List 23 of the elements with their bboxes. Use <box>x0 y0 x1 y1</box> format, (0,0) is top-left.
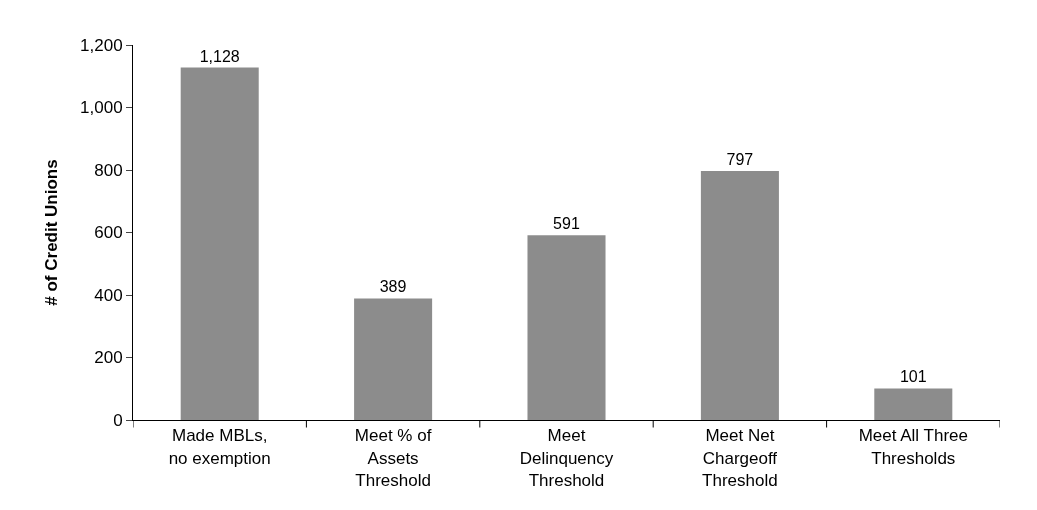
y-tick-label: 1,200 <box>80 35 123 55</box>
y-axis-title: # of Credit Unions <box>41 159 61 306</box>
y-tick-label: 600 <box>94 223 123 243</box>
data-label: 591 <box>553 215 580 233</box>
data-label: 101 <box>899 368 927 386</box>
x-tick-label: Meet Delinquency Threshold <box>519 426 614 490</box>
data-label: 797 <box>726 150 754 168</box>
x-tick-label: Meet % of Assets Threshold <box>354 426 432 490</box>
data-label: 1,128 <box>199 47 240 65</box>
y-tick-label: 1,000 <box>80 98 123 118</box>
bar <box>527 235 606 420</box>
bar <box>874 388 953 420</box>
bar <box>354 298 433 420</box>
y-tick-label: 400 <box>94 285 123 305</box>
x-tick-label: Meet All Three Thresholds <box>858 426 968 468</box>
y-tick-label: 0 <box>113 410 123 430</box>
bar <box>700 170 779 420</box>
x-tick-label: Made MBLs, no exemption <box>168 426 271 468</box>
bar <box>180 67 259 420</box>
data-label: 389 <box>379 278 407 296</box>
y-tick-label: 800 <box>94 160 123 180</box>
x-tick-label: Meet Net Chargeoff Threshold <box>702 426 778 490</box>
y-tick-label: 200 <box>94 348 123 368</box>
